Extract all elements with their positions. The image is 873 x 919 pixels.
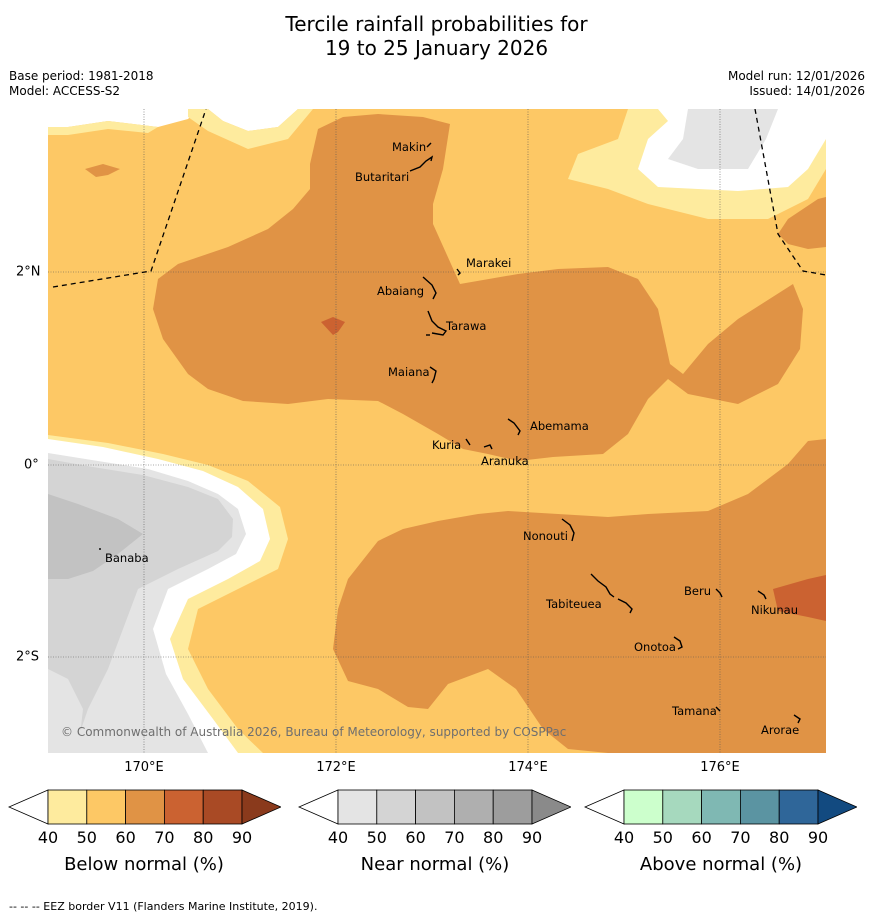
eez-footnote: -- -- -- EEZ border V11 (Flanders Marine… (9, 900, 318, 913)
below-colorbar-segment (125, 789, 165, 825)
region-pale-top-left (48, 121, 158, 135)
model-run: Model run: 12/01/2026 (727, 69, 865, 83)
near-colorbar-extend-low (298, 789, 339, 825)
near-colorbar-tick-label: 60 (405, 828, 425, 847)
base-period: Base period: 1981-2018 (9, 69, 154, 83)
island-label-butaritari: Butaritari (355, 170, 409, 184)
island-label-beru: Beru (684, 584, 711, 598)
above-colorbar-tick-label: 40 (614, 828, 634, 847)
above-colorbar-extend-low (584, 789, 625, 825)
below-colorbar-tick-label: 70 (154, 828, 174, 847)
region-near-top-right (668, 109, 778, 169)
near-colorbar-tick-label: 90 (522, 828, 542, 847)
region-below-60-70-small (85, 164, 120, 177)
near-colorbar-extend-high (531, 789, 571, 825)
region-pale-top (188, 109, 313, 149)
meta-right: Model run: 12/01/2026 Issued: 14/01/2026 (728, 69, 865, 99)
below-colorbar-tick-label: 60 (115, 828, 135, 847)
map-title: Tercile rainfall probabilities for 19 to… (0, 12, 873, 60)
below-colorbar-segment (47, 789, 88, 825)
region-below-60-70-central (153, 114, 803, 461)
island-label-maiana: Maiana (388, 365, 430, 379)
map-title-line1: Tercile rainfall probabilities for (285, 12, 588, 36)
region-below-70-80-small (321, 317, 345, 335)
lon-label-170e: 170°E (124, 760, 164, 775)
below-colorbar-tick-label: 90 (232, 828, 252, 847)
graticule (48, 109, 826, 753)
island-label-nikunau: Nikunau (751, 603, 798, 617)
island-label-banaba: Banaba (105, 551, 149, 565)
colorbar-below-normal: 40 50 60 70 80 90 (8, 789, 281, 847)
below-colorbar-tick-label: 40 (38, 828, 58, 847)
colorbar-above-normal: 40 50 60 70 80 90 (584, 789, 857, 847)
lon-label-174e: 174°E (508, 760, 548, 775)
above-colorbar-tick-label: 50 (653, 828, 673, 847)
below-colorbar-tick-label: 80 (193, 828, 213, 847)
near-colorbar-tick-label: 70 (444, 828, 464, 847)
above-colorbar-segment (701, 789, 741, 825)
island-label-nonouti: Nonouti (523, 529, 568, 543)
island-shapes (99, 142, 801, 724)
above-colorbar-extend-high (817, 789, 857, 825)
lat-label-0: 0° (24, 457, 39, 473)
below-colorbar-segment (202, 789, 243, 825)
region-near-40-50-lowleft (48, 669, 83, 753)
colorbar-below-label: Below normal (%) (64, 854, 224, 875)
near-colorbar-segment (415, 789, 455, 825)
region-near-60-70-left (48, 494, 143, 579)
island-label-kuria: Kuria (432, 438, 461, 452)
region-below-60-70-south (333, 439, 826, 753)
near-colorbar-segment (376, 789, 417, 825)
above-colorbar-tick-label: 80 (769, 828, 789, 847)
lon-label-176e: 176°E (700, 760, 740, 775)
colorbar-near-normal: 40 50 60 70 80 90 (298, 789, 571, 847)
below-colorbar-tick-label: 50 (77, 828, 97, 847)
island-label-arorae: Arorae (761, 723, 799, 737)
near-colorbar-segment (453, 789, 494, 825)
region-below-70-80-south (773, 575, 826, 621)
island-label-tarawa: Tarawa (445, 319, 486, 333)
above-colorbar-tick-label: 90 (808, 828, 828, 847)
issued-date: Issued: 14/01/2026 (749, 84, 865, 98)
region-white-top-mid (208, 109, 298, 131)
lon-label-172e: 172°E (316, 760, 356, 775)
above-colorbar-tick-label: 60 (691, 828, 711, 847)
near-colorbar-tick-label: 40 (328, 828, 348, 847)
lat-label-2n: 2°N (16, 264, 41, 280)
island-label-tabiteuea: Tabiteuea (545, 597, 602, 611)
above-colorbar-segment (778, 789, 819, 825)
island-label-makin: Makin (392, 140, 426, 154)
region-below-60-70-right (778, 197, 826, 249)
near-colorbar-segment (337, 789, 378, 825)
island-label-aranuka: Aranuka (481, 454, 529, 468)
region-white-top (48, 109, 198, 127)
island-label-tamana: Tamana (671, 704, 717, 718)
above-colorbar-tick-label: 70 (730, 828, 750, 847)
copyright-notice: © Commonwealth of Australia 2026, Bureau… (61, 725, 566, 739)
island-label-abaiang: Abaiang (377, 284, 424, 298)
below-colorbar-extend-low (8, 789, 49, 825)
near-colorbar-tick-label: 80 (483, 828, 503, 847)
island-label-abemama: Abemama (530, 419, 589, 433)
near-colorbar-segment (492, 789, 533, 825)
model-name: Model: ACCESS-S2 (9, 84, 121, 98)
island-label-marakei: Marakei (466, 256, 511, 270)
island-label-onotoa: Onotoa (634, 640, 676, 654)
lat-label-2s: 2°S (16, 649, 40, 665)
meta-left: Base period: 1981-2018 Model: ACCESS-S2 (9, 69, 154, 99)
above-colorbar-segment (739, 789, 780, 825)
probability-map: Makin Butaritari Marakei Abaiang Tarawa … (48, 109, 826, 753)
below-colorbar-segment (86, 789, 127, 825)
colorbar-above-label: Above normal (%) (639, 854, 803, 875)
near-colorbar-tick-label: 50 (367, 828, 387, 847)
map-title-line2: 19 to 25 January 2026 (324, 36, 549, 60)
above-colorbar-segment (662, 789, 703, 825)
colorbar-near-label: Near normal (%) (360, 854, 510, 875)
eez-border (52, 109, 826, 288)
above-colorbar-segment (623, 789, 664, 825)
below-colorbar-extend-high (241, 789, 281, 825)
below-colorbar-segment (163, 789, 204, 825)
